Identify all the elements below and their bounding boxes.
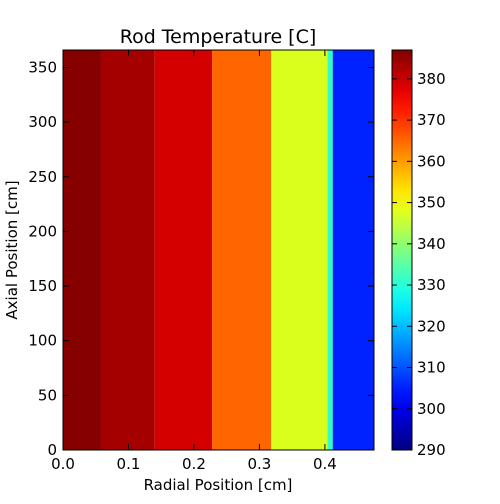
colorbar-tick-label: 320 xyxy=(417,317,446,335)
heatmap-band-0 xyxy=(63,50,101,450)
x-axis-label: Radial Position [cm] xyxy=(144,476,293,494)
colorbar-tick-label: 310 xyxy=(417,359,446,377)
colorbar-tick-label: 340 xyxy=(417,235,446,253)
colorbar-axis: 290 300 310 320 330 340 350 360 370 380 xyxy=(392,70,446,459)
y-tick-label: 0 xyxy=(47,441,57,459)
colorbar xyxy=(391,49,413,451)
y-tick-label: 250 xyxy=(28,168,57,186)
heatmap-band-5 xyxy=(327,50,333,450)
y-tick-label: 200 xyxy=(28,222,57,240)
colorbar-tick-label: 300 xyxy=(417,400,446,418)
heatmap-band-2 xyxy=(154,50,213,450)
colorbar-tick-label: 380 xyxy=(417,70,446,88)
heatmap-band-3 xyxy=(212,50,272,450)
x-tick-label: 0.3 xyxy=(247,455,271,473)
x-tick-label: 0.0 xyxy=(51,455,75,473)
colorbar-tick-label: 350 xyxy=(417,194,446,212)
y-axis: 0 50 100 150 200 250 300 350 xyxy=(28,58,374,459)
y-tick-label: 150 xyxy=(28,277,57,295)
x-tick-label: 0.1 xyxy=(117,455,141,473)
colorbar-tick-label: 290 xyxy=(417,441,446,459)
colorbar-tick-label: 360 xyxy=(417,152,446,170)
plot-bands xyxy=(63,50,374,450)
y-tick-label: 100 xyxy=(28,332,57,350)
y-axis-label: Axial Position [cm] xyxy=(3,180,21,319)
heatmap-band-1 xyxy=(100,50,155,450)
colorbar-tick-label: 330 xyxy=(417,276,446,294)
x-tick-label: 0.4 xyxy=(313,455,337,473)
plot-frame xyxy=(62,49,375,451)
y-tick-label: 50 xyxy=(38,386,57,404)
heatmap-band-4 xyxy=(271,50,328,450)
x-axis: 0.0 0.1 0.2 0.3 0.4 xyxy=(51,50,337,473)
colorbar-tick-label: 370 xyxy=(417,111,446,129)
chart-title: Rod Temperature [C] xyxy=(120,26,317,48)
x-tick-label: 0.2 xyxy=(182,455,206,473)
y-tick-label: 350 xyxy=(28,58,57,76)
heatmap-band-6 xyxy=(332,50,374,450)
y-tick-label: 300 xyxy=(28,113,57,131)
